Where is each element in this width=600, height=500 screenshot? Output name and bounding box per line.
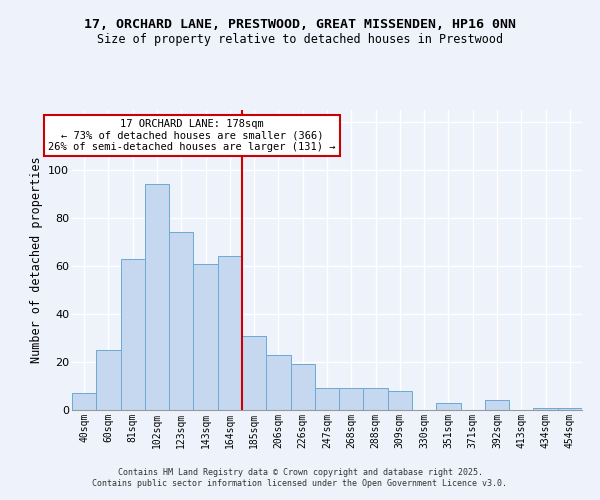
- Bar: [533, 408, 558, 410]
- Bar: [315, 388, 339, 410]
- Bar: [96, 350, 121, 410]
- Bar: [364, 388, 388, 410]
- Bar: [436, 403, 461, 410]
- Bar: [339, 388, 364, 410]
- Bar: [290, 364, 315, 410]
- Bar: [193, 264, 218, 410]
- Text: 17 ORCHARD LANE: 178sqm
← 73% of detached houses are smaller (366)
26% of semi-d: 17 ORCHARD LANE: 178sqm ← 73% of detache…: [48, 119, 335, 152]
- Bar: [218, 256, 242, 410]
- Y-axis label: Number of detached properties: Number of detached properties: [29, 156, 43, 364]
- Bar: [485, 400, 509, 410]
- Text: Contains HM Land Registry data © Crown copyright and database right 2025.
Contai: Contains HM Land Registry data © Crown c…: [92, 468, 508, 487]
- Bar: [558, 408, 582, 410]
- Bar: [121, 259, 145, 410]
- Bar: [242, 336, 266, 410]
- Bar: [169, 232, 193, 410]
- Bar: [72, 393, 96, 410]
- Text: Size of property relative to detached houses in Prestwood: Size of property relative to detached ho…: [97, 32, 503, 46]
- Bar: [388, 391, 412, 410]
- Text: 17, ORCHARD LANE, PRESTWOOD, GREAT MISSENDEN, HP16 0NN: 17, ORCHARD LANE, PRESTWOOD, GREAT MISSE…: [84, 18, 516, 30]
- Bar: [266, 355, 290, 410]
- Bar: [145, 184, 169, 410]
